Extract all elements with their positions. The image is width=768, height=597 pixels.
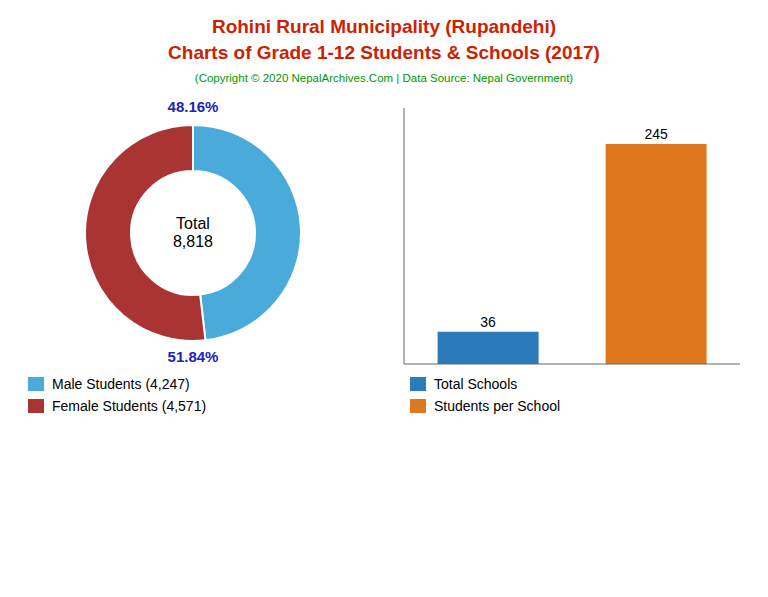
svg-text:245: 245 bbox=[644, 126, 668, 142]
html-text:(Copyright © 2020 NepalArchive: (Copyright © 2020 NepalArchives.Com | Da… bbox=[194, 72, 574, 84]
html-text:8,818: 8,818 bbox=[173, 233, 213, 250]
html-text:Female Students (4,571): Female Students (4,571) bbox=[52, 398, 207, 414]
html-text:Students per School: Students per School bbox=[434, 398, 561, 414]
html-text:Total Schools: Total Schools bbox=[434, 376, 518, 392]
html-text:Charts of Grade 1-12 Students: Charts of Grade 1-12 Students & Schools … bbox=[168, 42, 600, 63]
html-text:Total: Total bbox=[176, 215, 210, 232]
svg-text:36: 36 bbox=[480, 314, 496, 330]
html-text:48.16%: 48.16% bbox=[167, 98, 219, 115]
html-text:Rohini Rural Municipality (Rup: Rohini Rural Municipality (Rupandehi) bbox=[211, 16, 556, 37]
html-text:Male Students (4,247): Male Students (4,247) bbox=[52, 376, 190, 392]
html-text:51.84%: 51.84% bbox=[167, 348, 219, 365]
